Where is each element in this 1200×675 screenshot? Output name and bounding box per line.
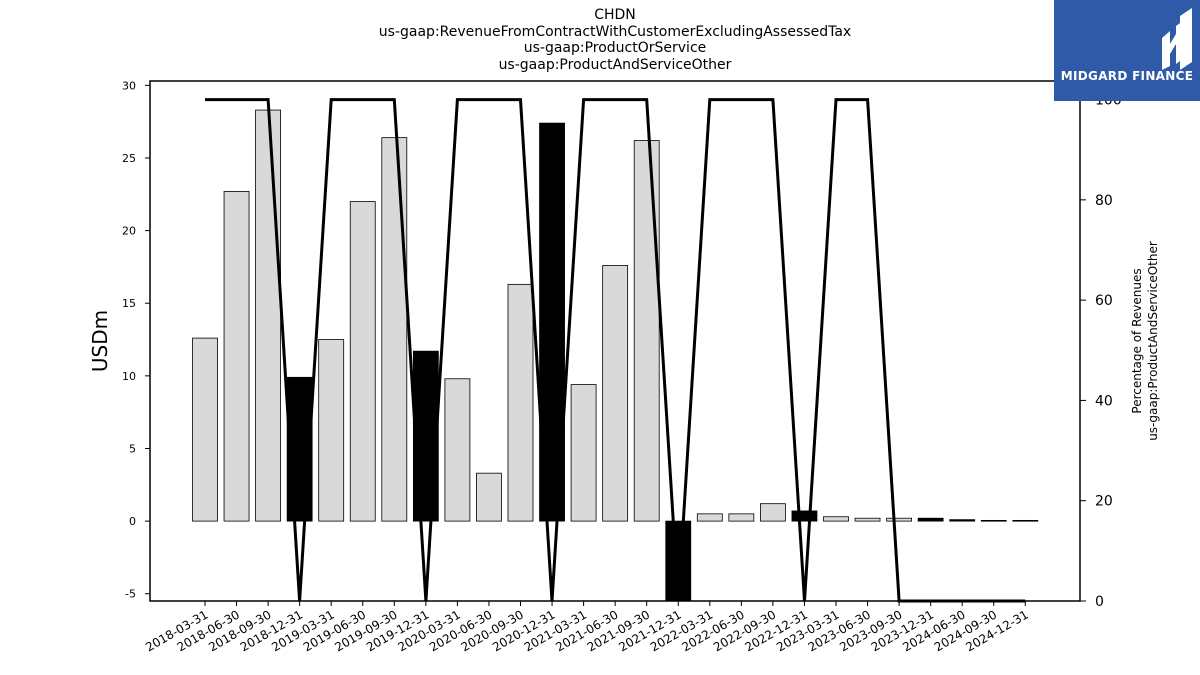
bar	[223, 190, 250, 522]
y-tick-label: -5	[125, 588, 136, 601]
right-y-axis: 020406080100	[1080, 93, 1122, 610]
bar	[791, 510, 818, 522]
y2-tick-label: 40	[1095, 393, 1113, 409]
bar	[476, 472, 502, 522]
percentage-line-series	[205, 98, 1026, 603]
bar	[633, 140, 660, 522]
bar	[980, 519, 1007, 522]
y2-axis-label-line-2: us-gaap:ProductAndServiceOther	[1146, 241, 1160, 441]
x-axis: 2018-03-312018-06-302018-09-302018-12-31…	[143, 601, 1031, 654]
bar	[444, 378, 471, 522]
y-tick-label: 0	[129, 515, 136, 528]
y-axis-label: USDm	[88, 310, 112, 372]
bar	[381, 137, 408, 522]
logo-text: MIDGARD FINANCE	[1060, 69, 1194, 83]
bar	[854, 517, 881, 522]
bar-series	[192, 109, 1039, 602]
y2-tick-label: 20	[1095, 494, 1113, 510]
bar	[823, 516, 849, 522]
y-tick-label: 25	[122, 152, 136, 165]
bar	[1012, 519, 1039, 522]
y-tick-label: 20	[122, 225, 136, 238]
y2-tick-label: 60	[1095, 293, 1113, 309]
bar	[760, 503, 786, 522]
bar	[602, 265, 629, 522]
bar	[886, 517, 912, 522]
chart-title-line-3: us-gaap:ProductOrService	[523, 40, 707, 56]
bar	[507, 283, 534, 522]
bar	[917, 517, 944, 522]
bar	[665, 520, 692, 602]
chart-title-line-2: us-gaap:RevenueFromContractWithCustomerE…	[378, 24, 852, 40]
bar	[318, 339, 345, 522]
y2-tick-label: 0	[1095, 594, 1104, 610]
logo-mark-icon	[1162, 8, 1192, 70]
y-tick-label: 30	[122, 79, 136, 92]
midgard-finance-logo: MIDGARD FINANCE	[1054, 0, 1200, 101]
bar	[570, 384, 597, 522]
bar	[255, 109, 282, 522]
y2-tick-label: 80	[1095, 193, 1113, 209]
left-y-axis: -5 0 5 10 15 20 25 30	[122, 79, 150, 601]
y-tick-label: 10	[122, 370, 136, 383]
bar	[192, 337, 218, 522]
bar	[728, 513, 755, 522]
y-tick-label: 15	[122, 297, 136, 310]
chart-title-line-4: us-gaap:ProductAndServiceOther	[498, 57, 732, 73]
bar	[949, 519, 976, 522]
chart-title-line-1: CHDN	[594, 7, 636, 23]
bar	[696, 513, 723, 522]
percentage-line	[205, 98, 1026, 603]
bar	[349, 201, 376, 522]
y-tick-label: 5	[129, 442, 136, 455]
y2-axis-label-line-1: Percentage of Revenues	[1130, 268, 1144, 413]
bar	[412, 350, 439, 522]
